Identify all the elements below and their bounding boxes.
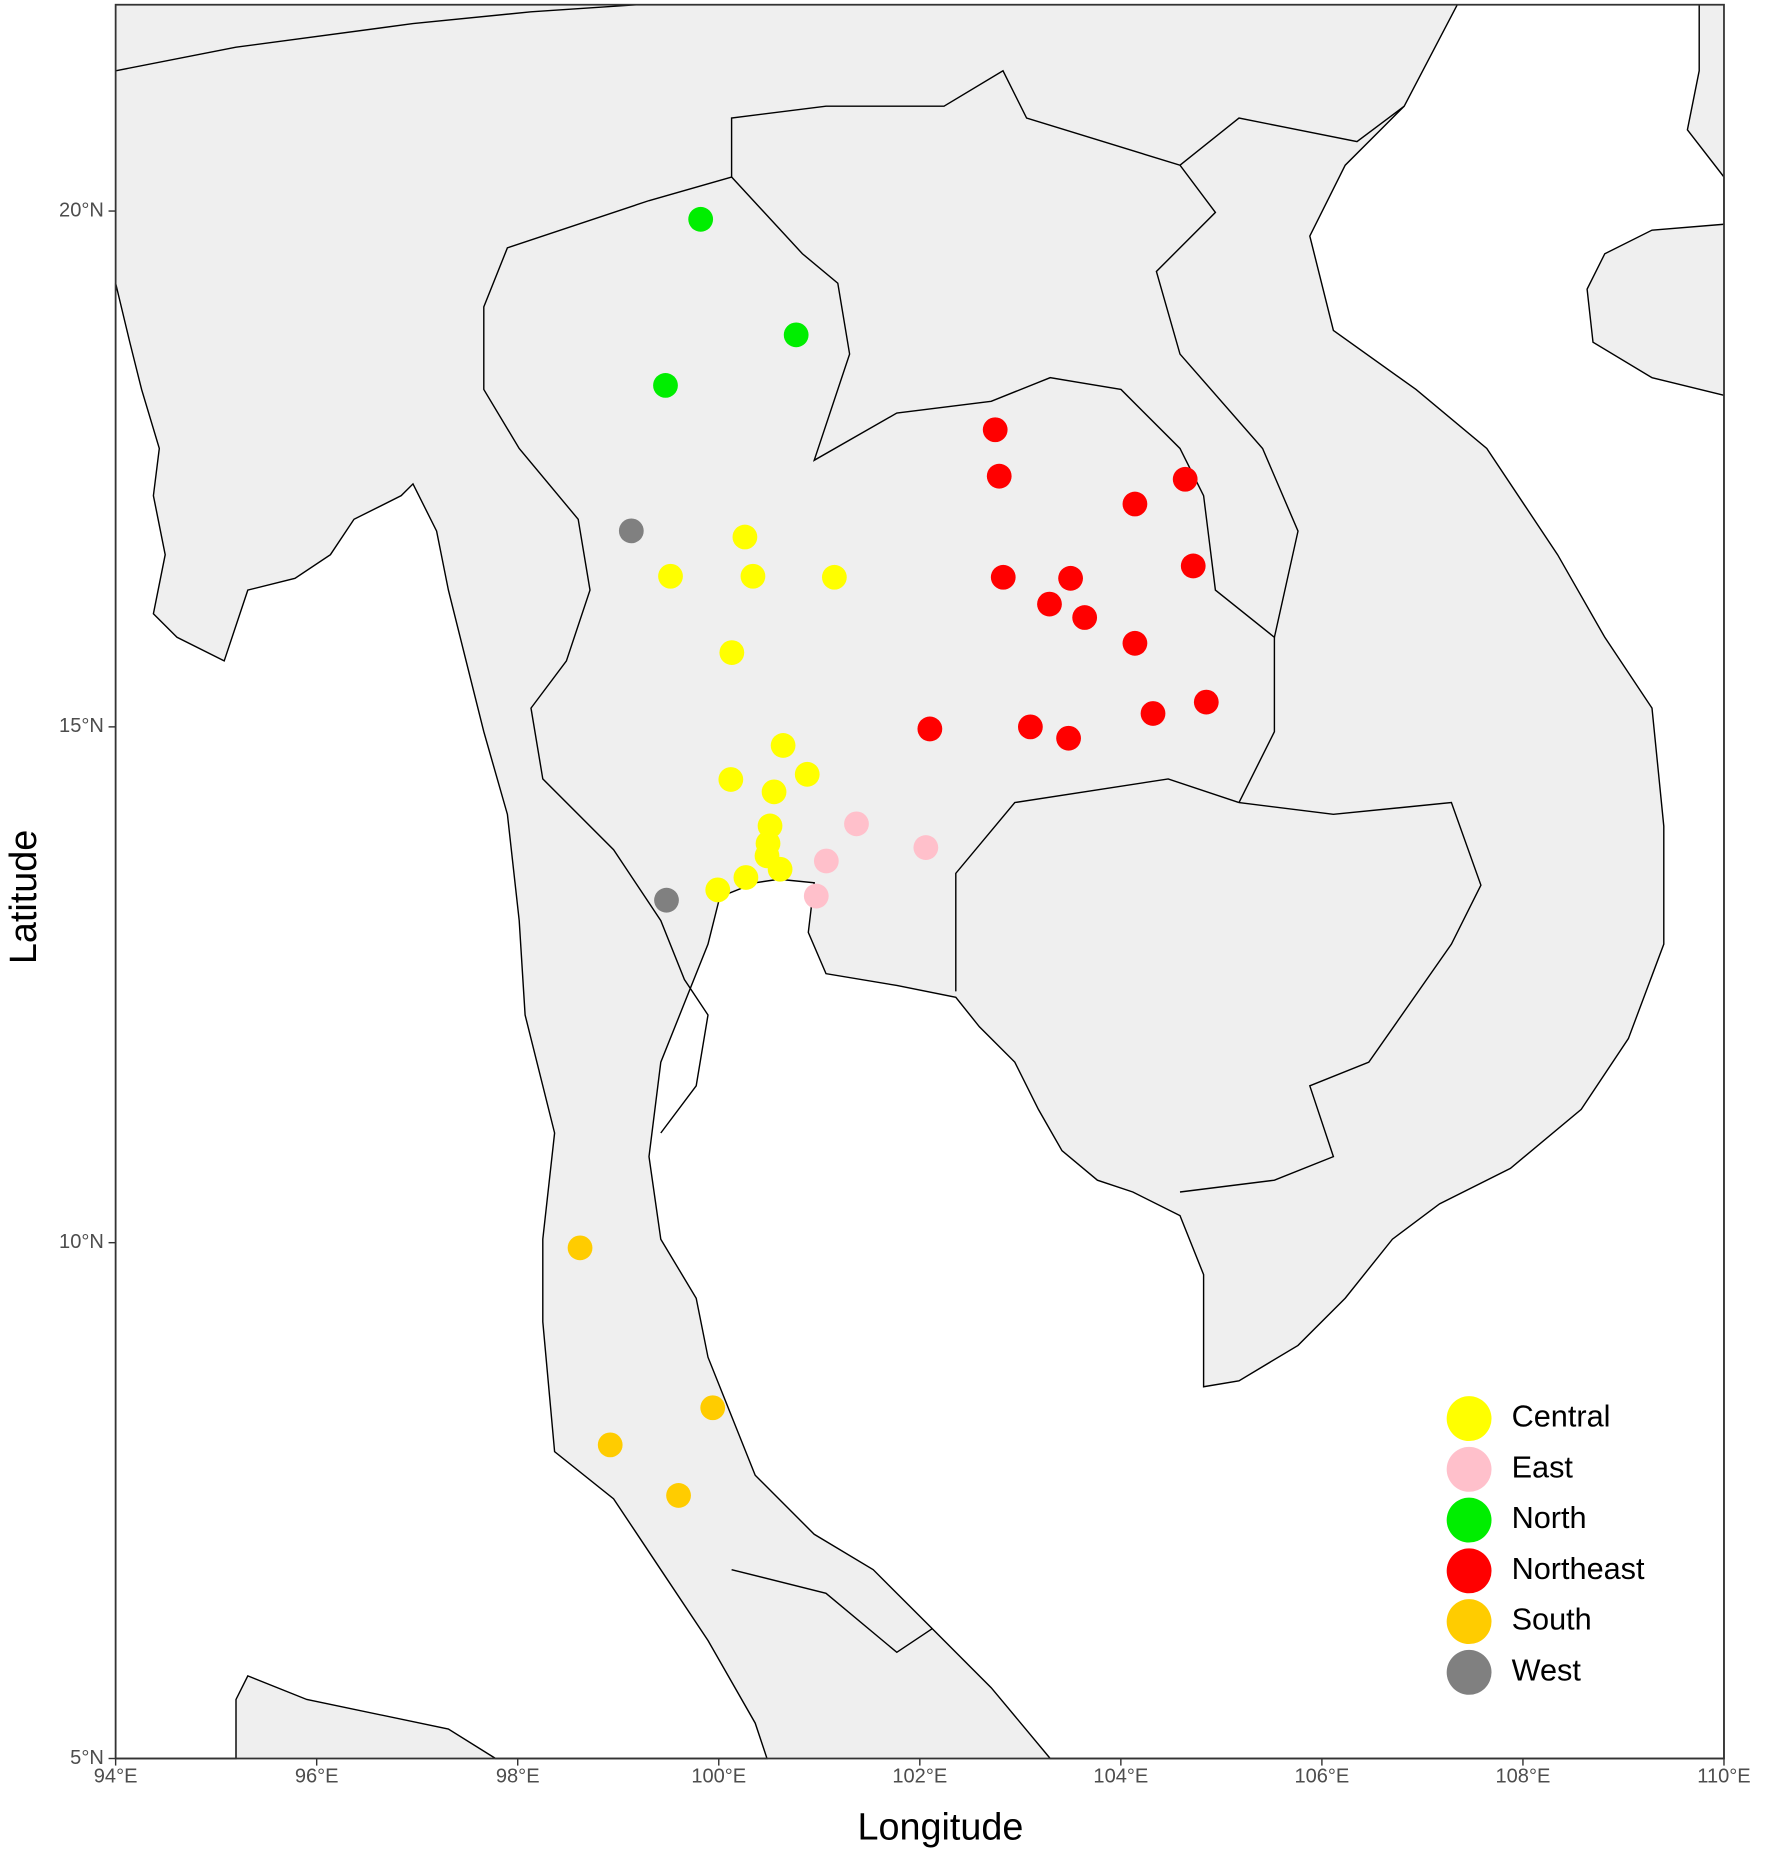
x-tick-label: 104°E [1093, 1766, 1148, 1788]
y-axis-title: Latitude [3, 830, 45, 964]
point [913, 835, 939, 860]
legend-label: Central [1512, 1399, 1611, 1434]
point [1072, 605, 1098, 630]
point [1037, 591, 1062, 617]
point [813, 848, 839, 874]
point [618, 518, 644, 544]
x-tick-label: 106°E [1294, 1766, 1349, 1788]
point [666, 1483, 691, 1508]
point [803, 883, 829, 909]
border-cambodia-thailand [955, 778, 1240, 992]
legend-label: Northeast [1512, 1551, 1645, 1586]
point [917, 716, 943, 742]
y-tick-label: 10°N [59, 1231, 104, 1253]
x-tick-label: 98°E [496, 1766, 540, 1788]
sea-east [648, 4, 1725, 1760]
point [688, 206, 714, 232]
legend-marker [1446, 1497, 1492, 1543]
point [1172, 466, 1198, 492]
point [986, 463, 1012, 489]
legend-label: West [1512, 1652, 1582, 1687]
legend-marker [1446, 1599, 1492, 1645]
point [1058, 565, 1083, 591]
point [1017, 714, 1043, 740]
legend-label: South [1512, 1602, 1592, 1637]
point [705, 877, 731, 903]
x-tick-label: 94°E [94, 1766, 138, 1788]
legend-marker [1446, 1649, 1492, 1695]
border-thailand-laos [731, 176, 1276, 803]
point [1193, 689, 1219, 715]
point [1140, 701, 1166, 726]
x-tick-label: 96°E [295, 1766, 339, 1788]
point [567, 1235, 593, 1261]
point [653, 373, 678, 398]
x-tick-label: 108°E [1496, 1766, 1551, 1788]
point [1056, 725, 1081, 751]
point [990, 564, 1016, 590]
legend-marker [1446, 1446, 1492, 1492]
border-malaysia-thailand [731, 1568, 933, 1654]
sea-west [114, 283, 768, 1760]
point [767, 856, 793, 882]
y-tick-label: 15°N [59, 715, 104, 737]
point [700, 1395, 726, 1421]
point [718, 767, 744, 792]
x-tick-label: 110°E [1697, 1766, 1750, 1788]
x-tick-label: 100°E [691, 1766, 746, 1788]
point [761, 779, 787, 805]
point [654, 887, 679, 913]
hainan [1586, 223, 1725, 397]
point [719, 640, 745, 665]
point [821, 564, 847, 590]
point [783, 322, 809, 348]
point [732, 524, 758, 550]
y-tick-label: 20°N [59, 199, 104, 221]
point [794, 761, 820, 787]
point [770, 733, 796, 758]
legend-label: North [1512, 1500, 1587, 1535]
point [982, 417, 1008, 443]
point [733, 865, 759, 890]
point [1180, 553, 1206, 579]
point [658, 563, 683, 589]
point [597, 1432, 623, 1458]
x-axis-title: Longitude [858, 1806, 1024, 1848]
x-tick-label: 102°E [892, 1766, 947, 1788]
legend-label: East [1512, 1449, 1574, 1484]
point [1122, 491, 1148, 517]
legend-marker [1446, 1396, 1492, 1442]
legend-marker [1446, 1548, 1492, 1594]
point [1122, 630, 1148, 656]
point [844, 811, 869, 837]
border-north [115, 4, 1405, 166]
point [740, 563, 766, 589]
map-base [114, 3, 1725, 1760]
border-cambodia-vietnam [1179, 801, 1482, 1193]
y-tick-label: 5°N [70, 1747, 104, 1769]
border-myanmar-thailand [483, 176, 732, 1134]
